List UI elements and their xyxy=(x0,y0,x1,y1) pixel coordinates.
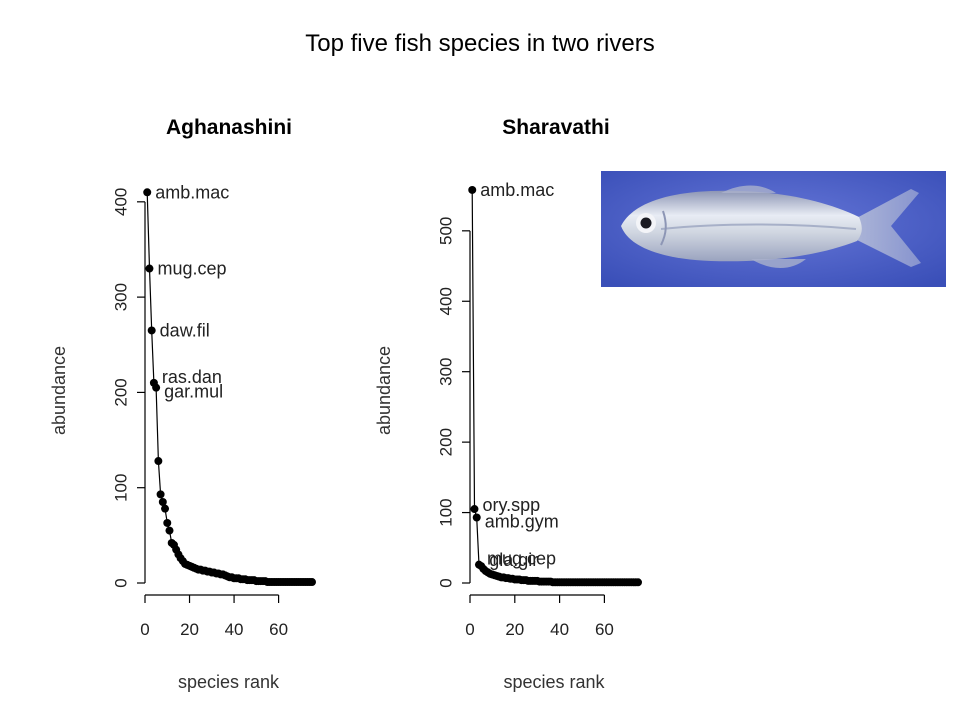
y-tick-label: 100 xyxy=(112,474,131,502)
x-tick-label: 40 xyxy=(550,620,569,639)
x-tick-label: 0 xyxy=(140,620,149,639)
data-label: mug.cep xyxy=(157,259,226,279)
data-label: ory.spp xyxy=(482,495,540,515)
data-label: gla.gir xyxy=(489,550,538,570)
x-axis-label: species rank xyxy=(503,672,605,692)
y-tick-label: 500 xyxy=(437,217,456,245)
data-point xyxy=(161,504,170,513)
x-tick-label: 40 xyxy=(225,620,244,639)
data-point xyxy=(154,457,163,466)
chart-title: Sharavathi xyxy=(502,116,609,139)
chart-aghanashini: Aghanashini 0 100 200 300 400 0 20 40 60 species r… xyxy=(49,116,316,692)
x-tick-label: 20 xyxy=(505,620,524,639)
data-point xyxy=(158,498,167,506)
data-point xyxy=(472,513,481,522)
y-tick-label: 300 xyxy=(437,358,456,386)
y-tick-label: 400 xyxy=(437,287,456,315)
data-label: daw.fil xyxy=(160,320,210,340)
data-label: gar.mul xyxy=(164,382,223,402)
fish-photo xyxy=(601,171,946,287)
y-tick-label: 100 xyxy=(437,498,456,526)
y-tick-label: 0 xyxy=(437,578,456,587)
data-label: mug.cep xyxy=(487,549,556,569)
x-tick-label: 60 xyxy=(269,620,288,639)
data-point xyxy=(143,188,152,197)
data-point xyxy=(147,326,156,335)
data-point xyxy=(152,383,161,392)
x-tick-label: 0 xyxy=(465,620,474,639)
x-axis-label: species rank xyxy=(178,672,280,692)
y-tick-label: 200 xyxy=(112,378,131,406)
slide-title: Top five fish species in two rivers xyxy=(305,30,655,57)
data-label: ras.dan xyxy=(162,367,222,387)
data-point xyxy=(163,518,172,527)
data-label: amb.gym xyxy=(485,511,559,531)
data-point xyxy=(165,526,174,535)
data-point xyxy=(634,578,642,587)
y-tick-label: 0 xyxy=(112,578,131,587)
chart-title: Aghanashini xyxy=(166,116,292,139)
data-label: amb.mac xyxy=(155,182,229,202)
y-axis-label: abundance xyxy=(49,346,69,435)
data-point xyxy=(470,505,479,514)
y-tick-label: 200 xyxy=(437,428,456,456)
x-tick-label: 20 xyxy=(180,620,199,639)
data-label: amb.mac xyxy=(480,180,554,200)
data-point xyxy=(156,490,165,499)
y-tick-label: 400 xyxy=(112,188,131,216)
data-point xyxy=(308,578,316,587)
data-point xyxy=(468,185,477,194)
data-point xyxy=(145,264,154,273)
y-tick-label: 300 xyxy=(112,283,131,311)
y-axis-label: abundance xyxy=(374,346,394,435)
x-tick-label: 60 xyxy=(595,620,614,639)
